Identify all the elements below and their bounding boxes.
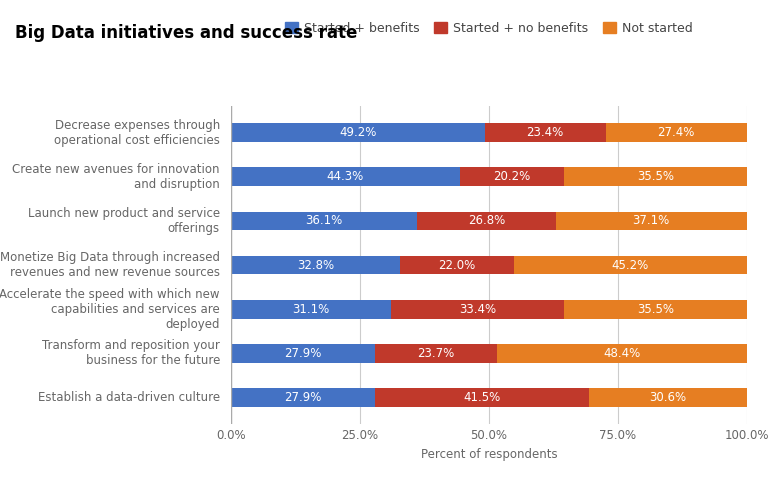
Bar (375, 388, 589, 407)
Text: 23.4%: 23.4% (527, 126, 564, 139)
Bar (497, 344, 747, 363)
Legend: Started + benefits, Started + no benefits, Not started: Started + benefits, Started + no benefit… (280, 17, 698, 40)
Bar (231, 388, 375, 407)
Bar (231, 300, 391, 319)
Text: 41.5%: 41.5% (464, 391, 500, 404)
Bar (391, 300, 564, 319)
Bar (400, 256, 514, 274)
Text: 49.2%: 49.2% (340, 126, 377, 139)
Text: 30.6%: 30.6% (649, 391, 687, 404)
Bar (231, 123, 485, 142)
Bar (555, 212, 747, 230)
Text: 20.2%: 20.2% (493, 170, 531, 183)
Text: 37.1%: 37.1% (633, 214, 670, 228)
Bar (231, 212, 417, 230)
Text: 44.3%: 44.3% (326, 170, 364, 183)
Bar (231, 167, 460, 186)
Text: 48.4%: 48.4% (604, 347, 641, 360)
Text: 22.0%: 22.0% (438, 259, 476, 271)
Bar (514, 256, 747, 274)
Bar (417, 212, 555, 230)
Text: 32.8%: 32.8% (297, 259, 334, 271)
X-axis label: Percent of respondents: Percent of respondents (420, 448, 557, 461)
Text: 27.4%: 27.4% (658, 126, 695, 139)
Text: 23.7%: 23.7% (417, 347, 455, 360)
Text: 35.5%: 35.5% (637, 170, 674, 183)
Bar (231, 256, 400, 274)
Text: 33.4%: 33.4% (459, 303, 496, 316)
Bar (589, 388, 747, 407)
Bar (485, 123, 605, 142)
Text: 31.1%: 31.1% (293, 303, 330, 316)
Text: 45.2%: 45.2% (611, 259, 649, 271)
Text: Big Data initiatives and success rate: Big Data initiatives and success rate (15, 24, 358, 42)
Bar (564, 300, 747, 319)
Text: 36.1%: 36.1% (306, 214, 343, 228)
Bar (375, 344, 497, 363)
Text: 27.9%: 27.9% (284, 347, 322, 360)
Bar (460, 167, 564, 186)
Text: 35.5%: 35.5% (637, 303, 674, 316)
Text: 26.8%: 26.8% (467, 214, 505, 228)
Bar (605, 123, 747, 142)
Bar (231, 344, 375, 363)
Bar (564, 167, 747, 186)
Text: 27.9%: 27.9% (284, 391, 322, 404)
